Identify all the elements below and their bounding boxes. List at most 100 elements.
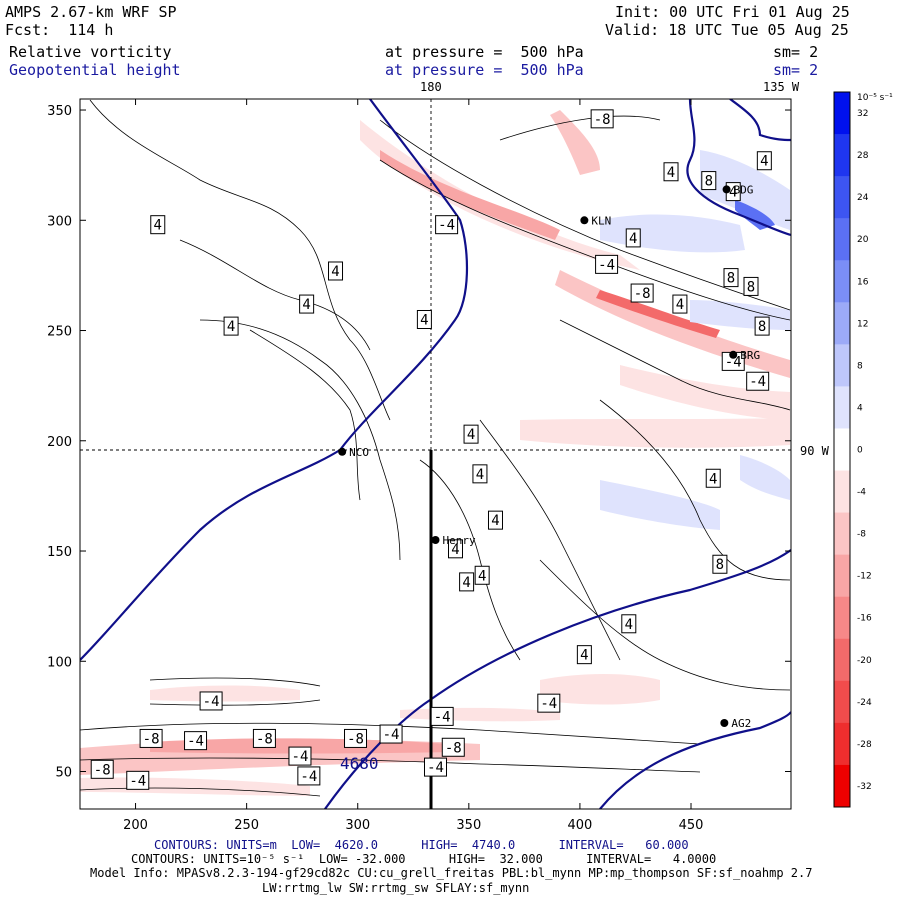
colorbar-tick-label: -16	[857, 614, 872, 624]
colorbar-segment	[834, 470, 850, 514]
svg-text:-8: -8	[445, 740, 462, 756]
contour-label: 4	[459, 572, 475, 592]
station-henry-label: Henry	[443, 534, 476, 547]
colorbar-tick-label: -32	[857, 782, 872, 792]
svg-text:4: 4	[227, 319, 235, 335]
colorbar-tick-label: 20	[857, 235, 869, 245]
contour-label: -4	[430, 706, 454, 726]
contour-label: 4	[576, 645, 592, 665]
svg-text:-4: -4	[187, 734, 204, 750]
contour-label: -4	[435, 215, 459, 235]
contour-label: -8	[252, 728, 276, 748]
svg-text:4: 4	[478, 568, 486, 584]
plot-frame	[79, 98, 792, 810]
colorbar-segment	[834, 554, 850, 598]
svg-text:-8: -8	[634, 286, 651, 302]
contour-label: 4	[625, 228, 641, 248]
colorbar-tick-label: -28	[857, 740, 872, 750]
station-nco-label: NCO	[349, 446, 369, 459]
contour-label: -8	[344, 728, 368, 748]
svg-text:-8: -8	[594, 112, 611, 128]
svg-text:4: 4	[331, 264, 339, 280]
contour-label: 4	[487, 510, 503, 530]
svg-text:4: 4	[729, 185, 737, 201]
contour-label: 4	[474, 565, 490, 585]
svg-text:-4: -4	[434, 709, 451, 725]
axes: 200 250 300 350 400 450 50 100 150 200 250 300 350	[47, 99, 791, 833]
svg-text:-4: -4	[749, 374, 766, 390]
contour-label: 4	[756, 151, 772, 171]
station-nco-marker	[338, 447, 347, 456]
meridian-90w-label: 90 W	[800, 444, 829, 458]
station-brg-marker	[729, 350, 738, 359]
colorbar-tick-label: 28	[857, 151, 869, 161]
contour-label: -4	[721, 351, 745, 371]
svg-text:-4: -4	[300, 769, 317, 785]
y-tick-label: 150	[47, 545, 72, 560]
x-tick-label: 200	[123, 818, 148, 833]
colorbar-segment	[834, 260, 850, 303]
contour-label: -4	[184, 731, 208, 751]
contour-label: -4	[199, 691, 223, 711]
colorbar-tick-label: -4	[857, 488, 866, 498]
colorbar-segment	[834, 638, 850, 682]
meridian-135w-label: 135 W	[763, 80, 800, 94]
contour-label: 4	[672, 294, 688, 314]
svg-text:8: 8	[716, 557, 724, 573]
field-height: Geopotential height	[9, 61, 181, 79]
y-tick-label: 300	[47, 214, 72, 229]
svg-text:4: 4	[709, 471, 717, 487]
svg-text:4: 4	[462, 575, 470, 591]
svg-text:4: 4	[625, 617, 633, 633]
field-vorticity: Relative vorticity	[9, 43, 172, 61]
svg-text:4: 4	[451, 542, 459, 558]
svg-text:-8: -8	[347, 731, 364, 747]
svg-text:-8: -8	[143, 731, 160, 747]
contour-label: 4	[328, 261, 344, 281]
meridian-180-label: 180	[420, 80, 442, 94]
contour-label: 4	[621, 614, 637, 634]
colorbar-tick-label: -24	[857, 698, 872, 708]
colorbar-tick-label: 8	[857, 361, 863, 371]
svg-text:-4: -4	[129, 773, 146, 789]
contour-label: 4	[705, 468, 721, 488]
contour-label: -8	[590, 109, 614, 129]
station-kln-marker	[580, 216, 589, 225]
svg-text:4: 4	[302, 297, 310, 313]
svg-text:8: 8	[705, 174, 713, 190]
colorbar-segment	[834, 218, 850, 261]
contour-label: -8	[630, 283, 654, 303]
contour-label: -4	[297, 766, 321, 786]
contour-label: -4	[746, 371, 770, 391]
contour-label: -4	[126, 770, 150, 790]
svg-text:-4: -4	[438, 218, 455, 234]
valid-time: Valid: 18 UTC Tue 05 Aug 25	[605, 21, 849, 39]
contour-label: 4	[416, 309, 432, 329]
colorbar-segment	[834, 512, 850, 556]
contour-label: -8	[441, 737, 465, 757]
contour-label: 8	[754, 316, 770, 336]
contour-label: 4	[150, 215, 166, 235]
stations: NCO KLN BDG BRG Henry AG2	[338, 183, 760, 730]
svg-text:8: 8	[727, 271, 735, 287]
height-contour-label: 4680	[340, 754, 379, 773]
svg-text:4: 4	[629, 231, 637, 247]
svg-text:4: 4	[476, 467, 484, 483]
contour-label: 4	[299, 294, 315, 314]
contour-label: -4	[424, 757, 447, 777]
x-tick-label: 400	[568, 818, 593, 833]
colorbar-unit: 10⁻⁵ s⁻¹	[857, 93, 893, 103]
model-info-physics: LW:rrtmg_lw SW:rrtmg_sw SFLAY:sf_mynn	[262, 881, 530, 895]
station-ag2-label: AG2	[731, 717, 751, 730]
init-time: Init: 00 UTC Fri 01 Aug 25	[615, 3, 850, 21]
svg-text:-8: -8	[256, 731, 273, 747]
station-bdg-label: BDG	[734, 183, 754, 196]
grid-lines	[80, 99, 791, 451]
y-tick-label: 100	[47, 655, 72, 670]
contour-label: 8	[723, 268, 739, 288]
svg-text:8: 8	[747, 279, 755, 295]
x-tick-label: 350	[456, 818, 481, 833]
svg-text:4: 4	[676, 297, 684, 313]
colorbar-segment	[834, 134, 850, 177]
